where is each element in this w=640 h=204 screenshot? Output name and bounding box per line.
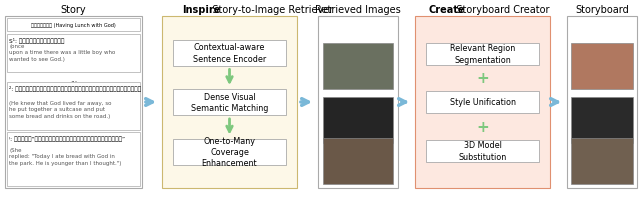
Bar: [571, 97, 633, 143]
Bar: [7, 19, 140, 32]
Bar: [323, 43, 393, 89]
Text: ²: 他知道上帝住的地方很远，所以他整理了一个行李箔，放了些面包和饮料上路了。: ²: 他知道上帝住的地方很远，所以他整理了一个行李箔，放了些面包和饮料上路了。: [9, 86, 141, 92]
Bar: [426, 92, 539, 113]
Bar: [426, 140, 539, 162]
Bar: [173, 139, 286, 165]
Text: Create: Create: [429, 5, 465, 15]
Text: One-to-Many
Coverage
Enhancement: One-to-Many Coverage Enhancement: [202, 136, 257, 167]
Text: ...: ...: [70, 75, 77, 84]
Bar: [426, 43, 539, 65]
Bar: [162, 17, 297, 188]
Bar: [567, 17, 637, 188]
Text: (She
replied: "Today I ate bread with God in
the park. He is younger than I thou: (She replied: "Today I ate bread with Go…: [9, 147, 122, 165]
Bar: [571, 138, 633, 184]
Bar: [7, 132, 140, 186]
Text: Inspire: Inspire: [182, 5, 221, 15]
Text: ...: ...: [355, 144, 362, 153]
Text: Style Unification: Style Unification: [449, 98, 515, 107]
Text: Storyboard: Storyboard: [575, 5, 629, 15]
Text: Dense Visual
Semantic Matching: Dense Visual Semantic Matching: [191, 92, 268, 112]
Bar: [571, 43, 633, 89]
Text: 3D Model
Substitution: 3D Model Substitution: [458, 141, 507, 161]
Text: Contextual-aware
Sentence Encoder: Contextual-aware Sentence Encoder: [193, 43, 266, 63]
Bar: [173, 40, 286, 66]
Bar: [318, 17, 398, 188]
Text: +: +: [476, 71, 489, 86]
Text: ...: ...: [598, 144, 605, 153]
Bar: [415, 17, 550, 188]
Bar: [7, 83, 140, 130]
Text: 和上帝共进午餐 (Having Lunch with God): 和上帝共进午餐 (Having Lunch with God): [31, 23, 116, 28]
Bar: [323, 138, 393, 184]
Text: Relevant Region
Segmentation: Relevant Region Segmentation: [450, 44, 515, 64]
Text: +: +: [476, 119, 489, 134]
Bar: [323, 97, 393, 143]
Bar: [7, 35, 140, 73]
Bar: [173, 90, 286, 115]
Text: : Story-to-Image Retriever: : Story-to-Image Retriever: [206, 5, 333, 15]
Text: (He knew that God lived far away, so
he put together a suitcase and put
some bre: (He knew that God lived far away, so he …: [9, 101, 111, 118]
Bar: [5, 17, 142, 188]
Text: Story: Story: [61, 5, 86, 15]
Text: ᵎ: 她回答道：“今天我在公园里和上帝一起吃面包，他比我想象的年轻。”: ᵎ: 她回答道：“今天我在公园里和上帝一起吃面包，他比我想象的年轻。”: [9, 135, 125, 141]
Text: S¹: 从前有一个小男孩想见上帝，: S¹: 从前有一个小男孩想见上帝，: [9, 38, 65, 44]
Text: (once
upon a time there was a little boy who
wanted to see God.): (once upon a time there was a little boy…: [9, 44, 115, 61]
Text: Retrieved Images: Retrieved Images: [315, 5, 401, 15]
Text: : Storyboard Creator: : Storyboard Creator: [449, 5, 549, 15]
